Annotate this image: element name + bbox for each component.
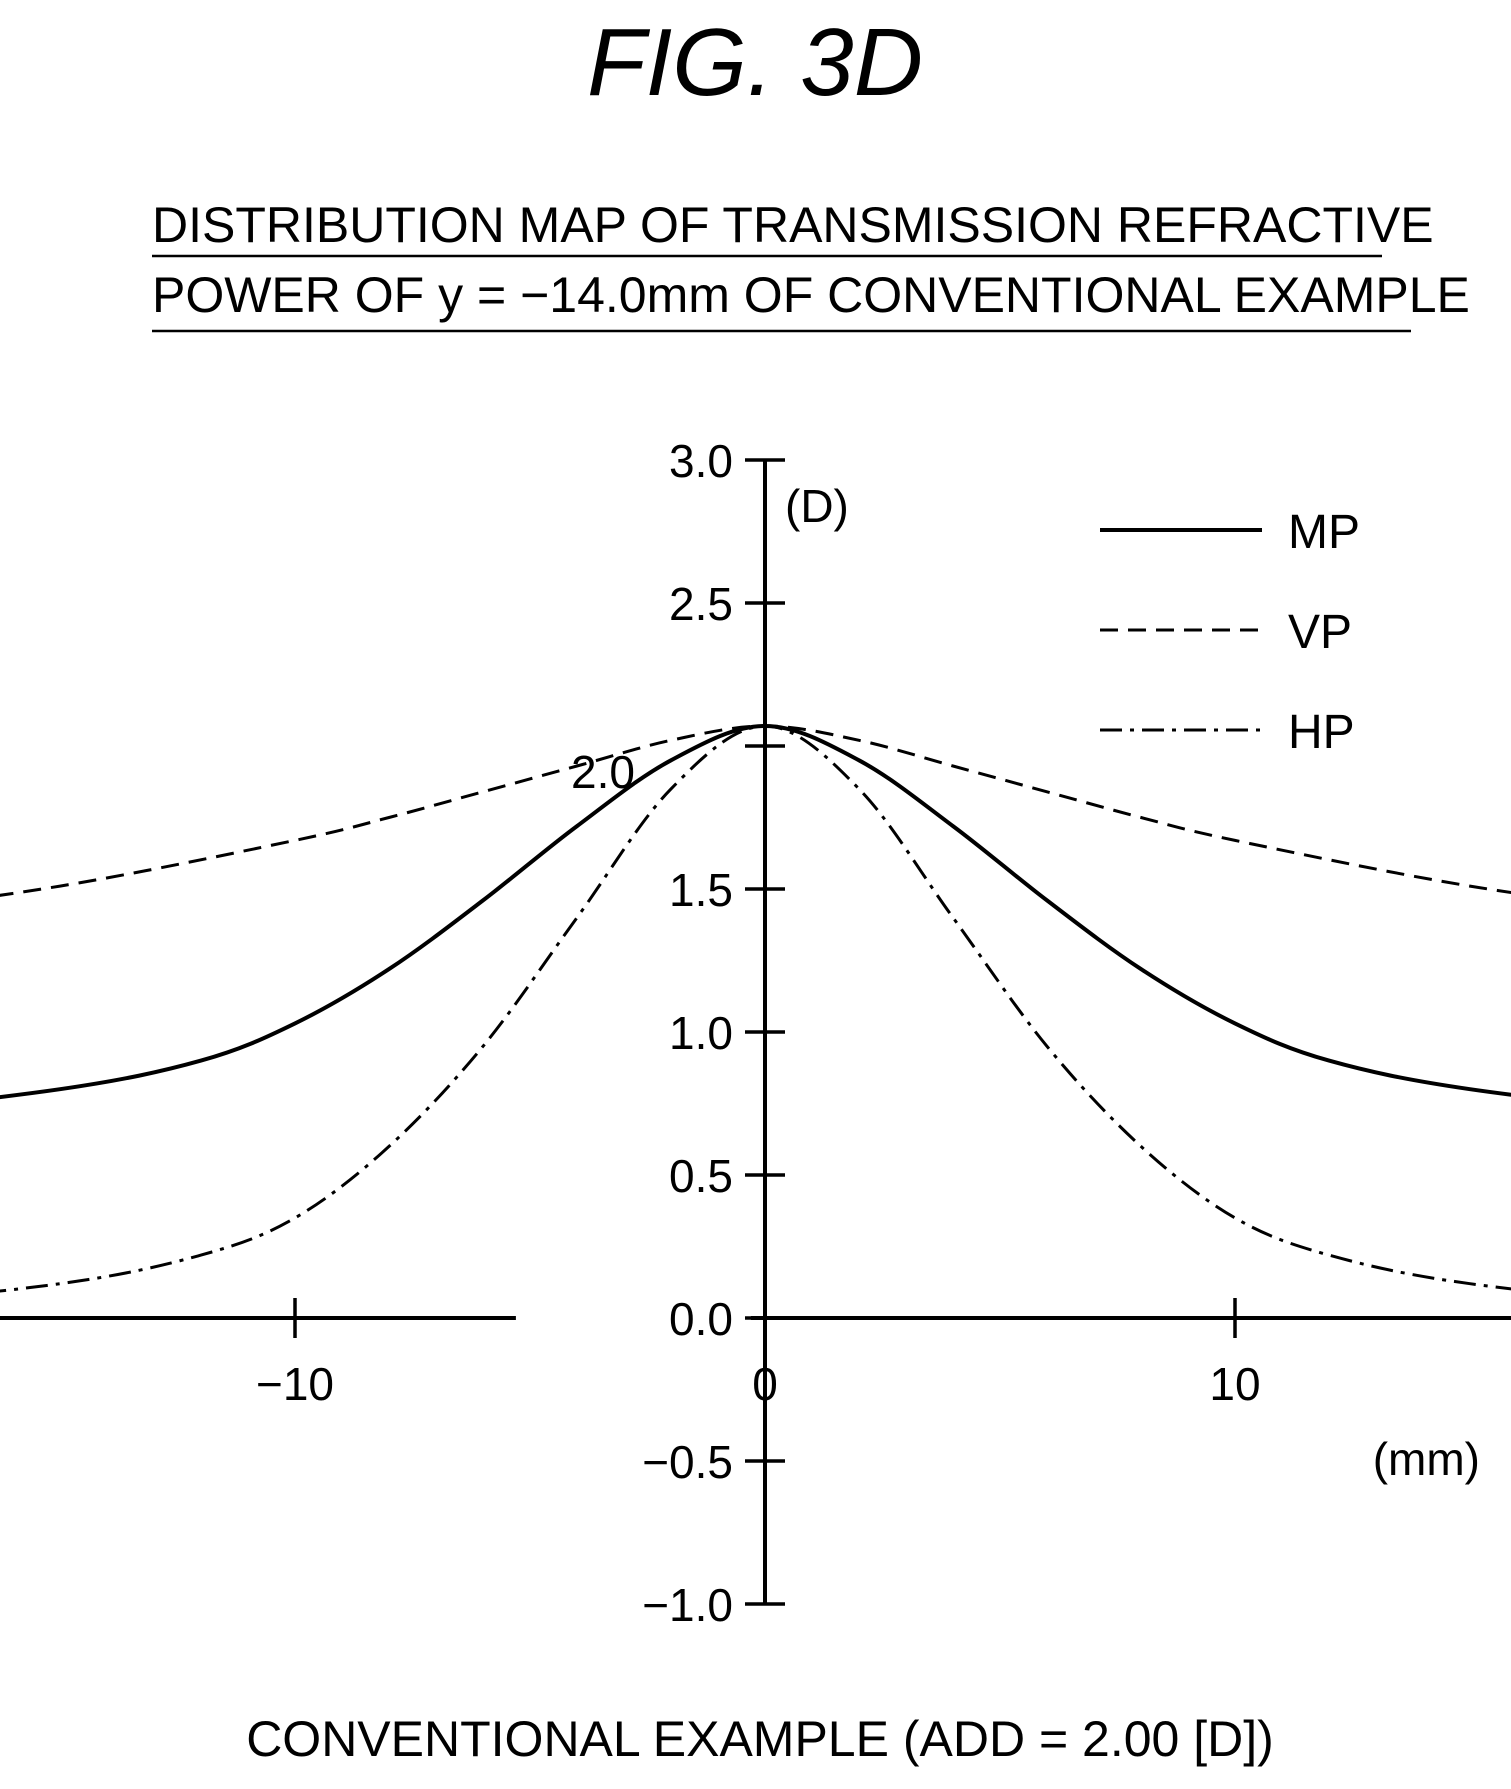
- y-tick-label: −1.0: [642, 1579, 733, 1631]
- axes: −1.0−0.50.00.51.01.52.02.53.0−30−20−1001…: [0, 435, 1511, 1631]
- x-axis-unit-label: (mm): [1373, 1433, 1480, 1485]
- series-line-mp: [0, 723, 1511, 1100]
- y-tick-label: 2.5: [669, 578, 733, 630]
- x-tick-label: −10: [256, 1358, 334, 1410]
- y-tick-label: 0.5: [669, 1150, 733, 1202]
- y-tick-label: −0.5: [642, 1436, 733, 1488]
- series-line-hp: [0, 724, 1511, 1293]
- x-tick-label: 10: [1209, 1358, 1260, 1410]
- series-line-vp: [0, 724, 1511, 897]
- chart-title-line-2: POWER OF y = −14.0mm OF CONVENTIONAL EXA…: [152, 267, 1470, 323]
- legend-label-mp: MP: [1288, 506, 1360, 559]
- figure-caption: CONVENTIONAL EXAMPLE (ADD = 2.00 [D]): [246, 1711, 1274, 1767]
- y-tick-label: 1.5: [669, 864, 733, 916]
- y-axis-unit-label: (D): [785, 480, 849, 532]
- figure-label: FIG. 3D: [587, 9, 923, 116]
- series-group: [0, 723, 1511, 1293]
- legend-label-hp: HP: [1288, 706, 1355, 759]
- y-tick-label: 0.0: [669, 1293, 733, 1345]
- y-tick-label: 1.0: [669, 1007, 733, 1059]
- chart-title-line-1: DISTRIBUTION MAP OF TRANSMISSION REFRACT…: [152, 197, 1434, 253]
- legend: MP VP HP: [1100, 506, 1360, 759]
- legend-label-vp: VP: [1288, 606, 1352, 659]
- y-tick-label: 3.0: [669, 435, 733, 487]
- x-tick-label: 0: [752, 1358, 778, 1410]
